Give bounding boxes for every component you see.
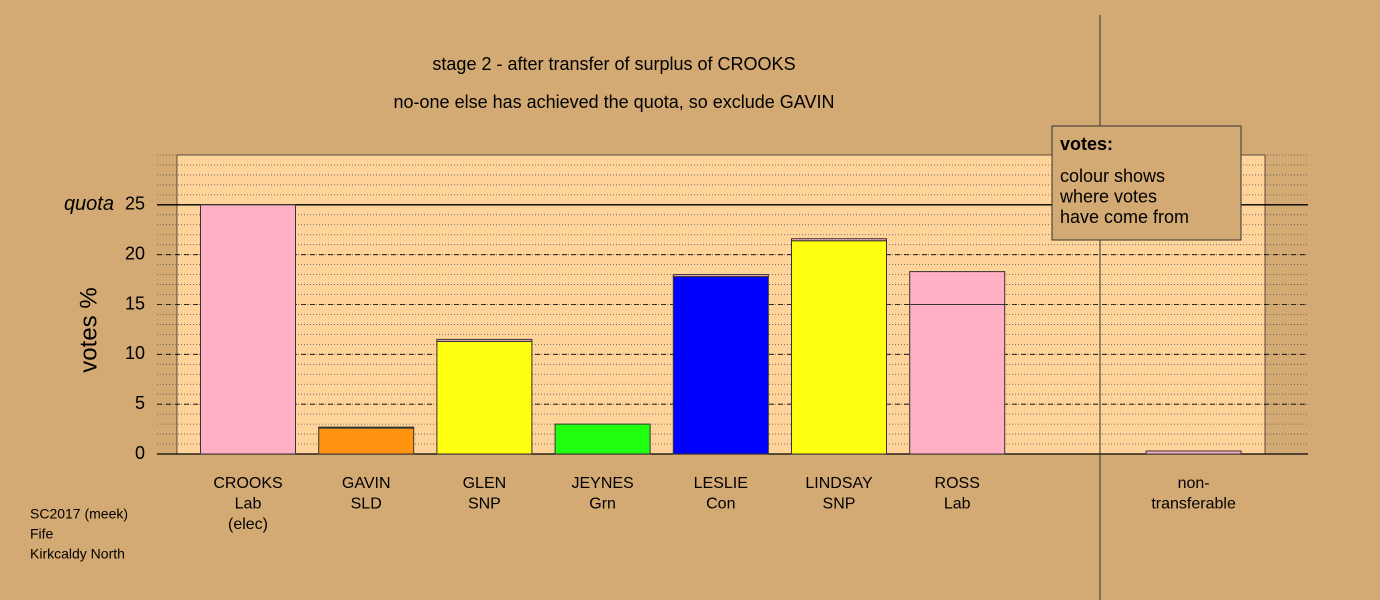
bar-segment — [318, 426, 415, 429]
x-tick-label: ROSS — [935, 475, 980, 492]
x-tick-label: LESLIE — [694, 475, 748, 492]
x-tick-label: GAVIN — [342, 475, 391, 492]
x-tick-label: (elec) — [228, 516, 268, 533]
footnote: Kirkcaldy North — [30, 546, 125, 562]
y-tick-label: 0 — [135, 443, 145, 463]
bar-segment — [791, 238, 887, 242]
bar-segment — [554, 423, 651, 455]
x-tick-label: SNP — [468, 496, 501, 513]
y-axis-label: votes % — [75, 287, 102, 372]
x-tick-label: Lab — [235, 496, 262, 513]
x-tick-label: CROOKS — [213, 475, 282, 492]
y-tick-label: 20 — [125, 243, 145, 263]
y-tick-label: 15 — [125, 293, 145, 313]
chart-title: stage 2 - after transfer of surplus of C… — [432, 54, 795, 74]
footnote: SC2017 (meek) — [30, 506, 128, 522]
x-tick-label: transferable — [1151, 496, 1236, 513]
x-tick-label: Lab — [944, 496, 971, 513]
x-tick-label: GLEN — [463, 475, 507, 492]
x-tick-label: Grn — [589, 496, 616, 513]
y-tick-label: 5 — [135, 393, 145, 413]
bar-segment — [791, 240, 887, 455]
bar-segment — [436, 340, 533, 455]
legend-title: votes: — [1060, 134, 1113, 154]
y-tick-label: 25 — [125, 194, 145, 214]
legend-text: colour shows — [1060, 166, 1165, 186]
x-tick-label: Con — [706, 496, 735, 513]
legend-text: have come from — [1060, 207, 1189, 227]
chart-subtitle: no-one else has achieved the quota, so e… — [394, 92, 835, 112]
bar-segment — [672, 276, 769, 455]
quota-label: quota — [64, 193, 114, 215]
legend-box — [1051, 125, 1242, 241]
footnote: Fife — [30, 526, 54, 542]
x-tick-label: SLD — [351, 496, 382, 513]
bar-segment — [200, 204, 296, 455]
bar-segment — [318, 427, 415, 455]
y-tick-label: 10 — [125, 343, 145, 363]
bar-segment — [909, 304, 1006, 455]
x-tick-label: LINDSAY — [805, 475, 873, 492]
legend-text: where votes — [1059, 186, 1157, 206]
bar-segment — [672, 274, 769, 278]
x-tick-label: JEYNES — [571, 475, 633, 492]
bar-segment — [909, 271, 1006, 305]
x-tick-label: SNP — [823, 496, 856, 513]
bar-segment — [1145, 450, 1242, 455]
bar-segment — [436, 338, 533, 342]
x-tick-label: non- — [1178, 475, 1210, 492]
